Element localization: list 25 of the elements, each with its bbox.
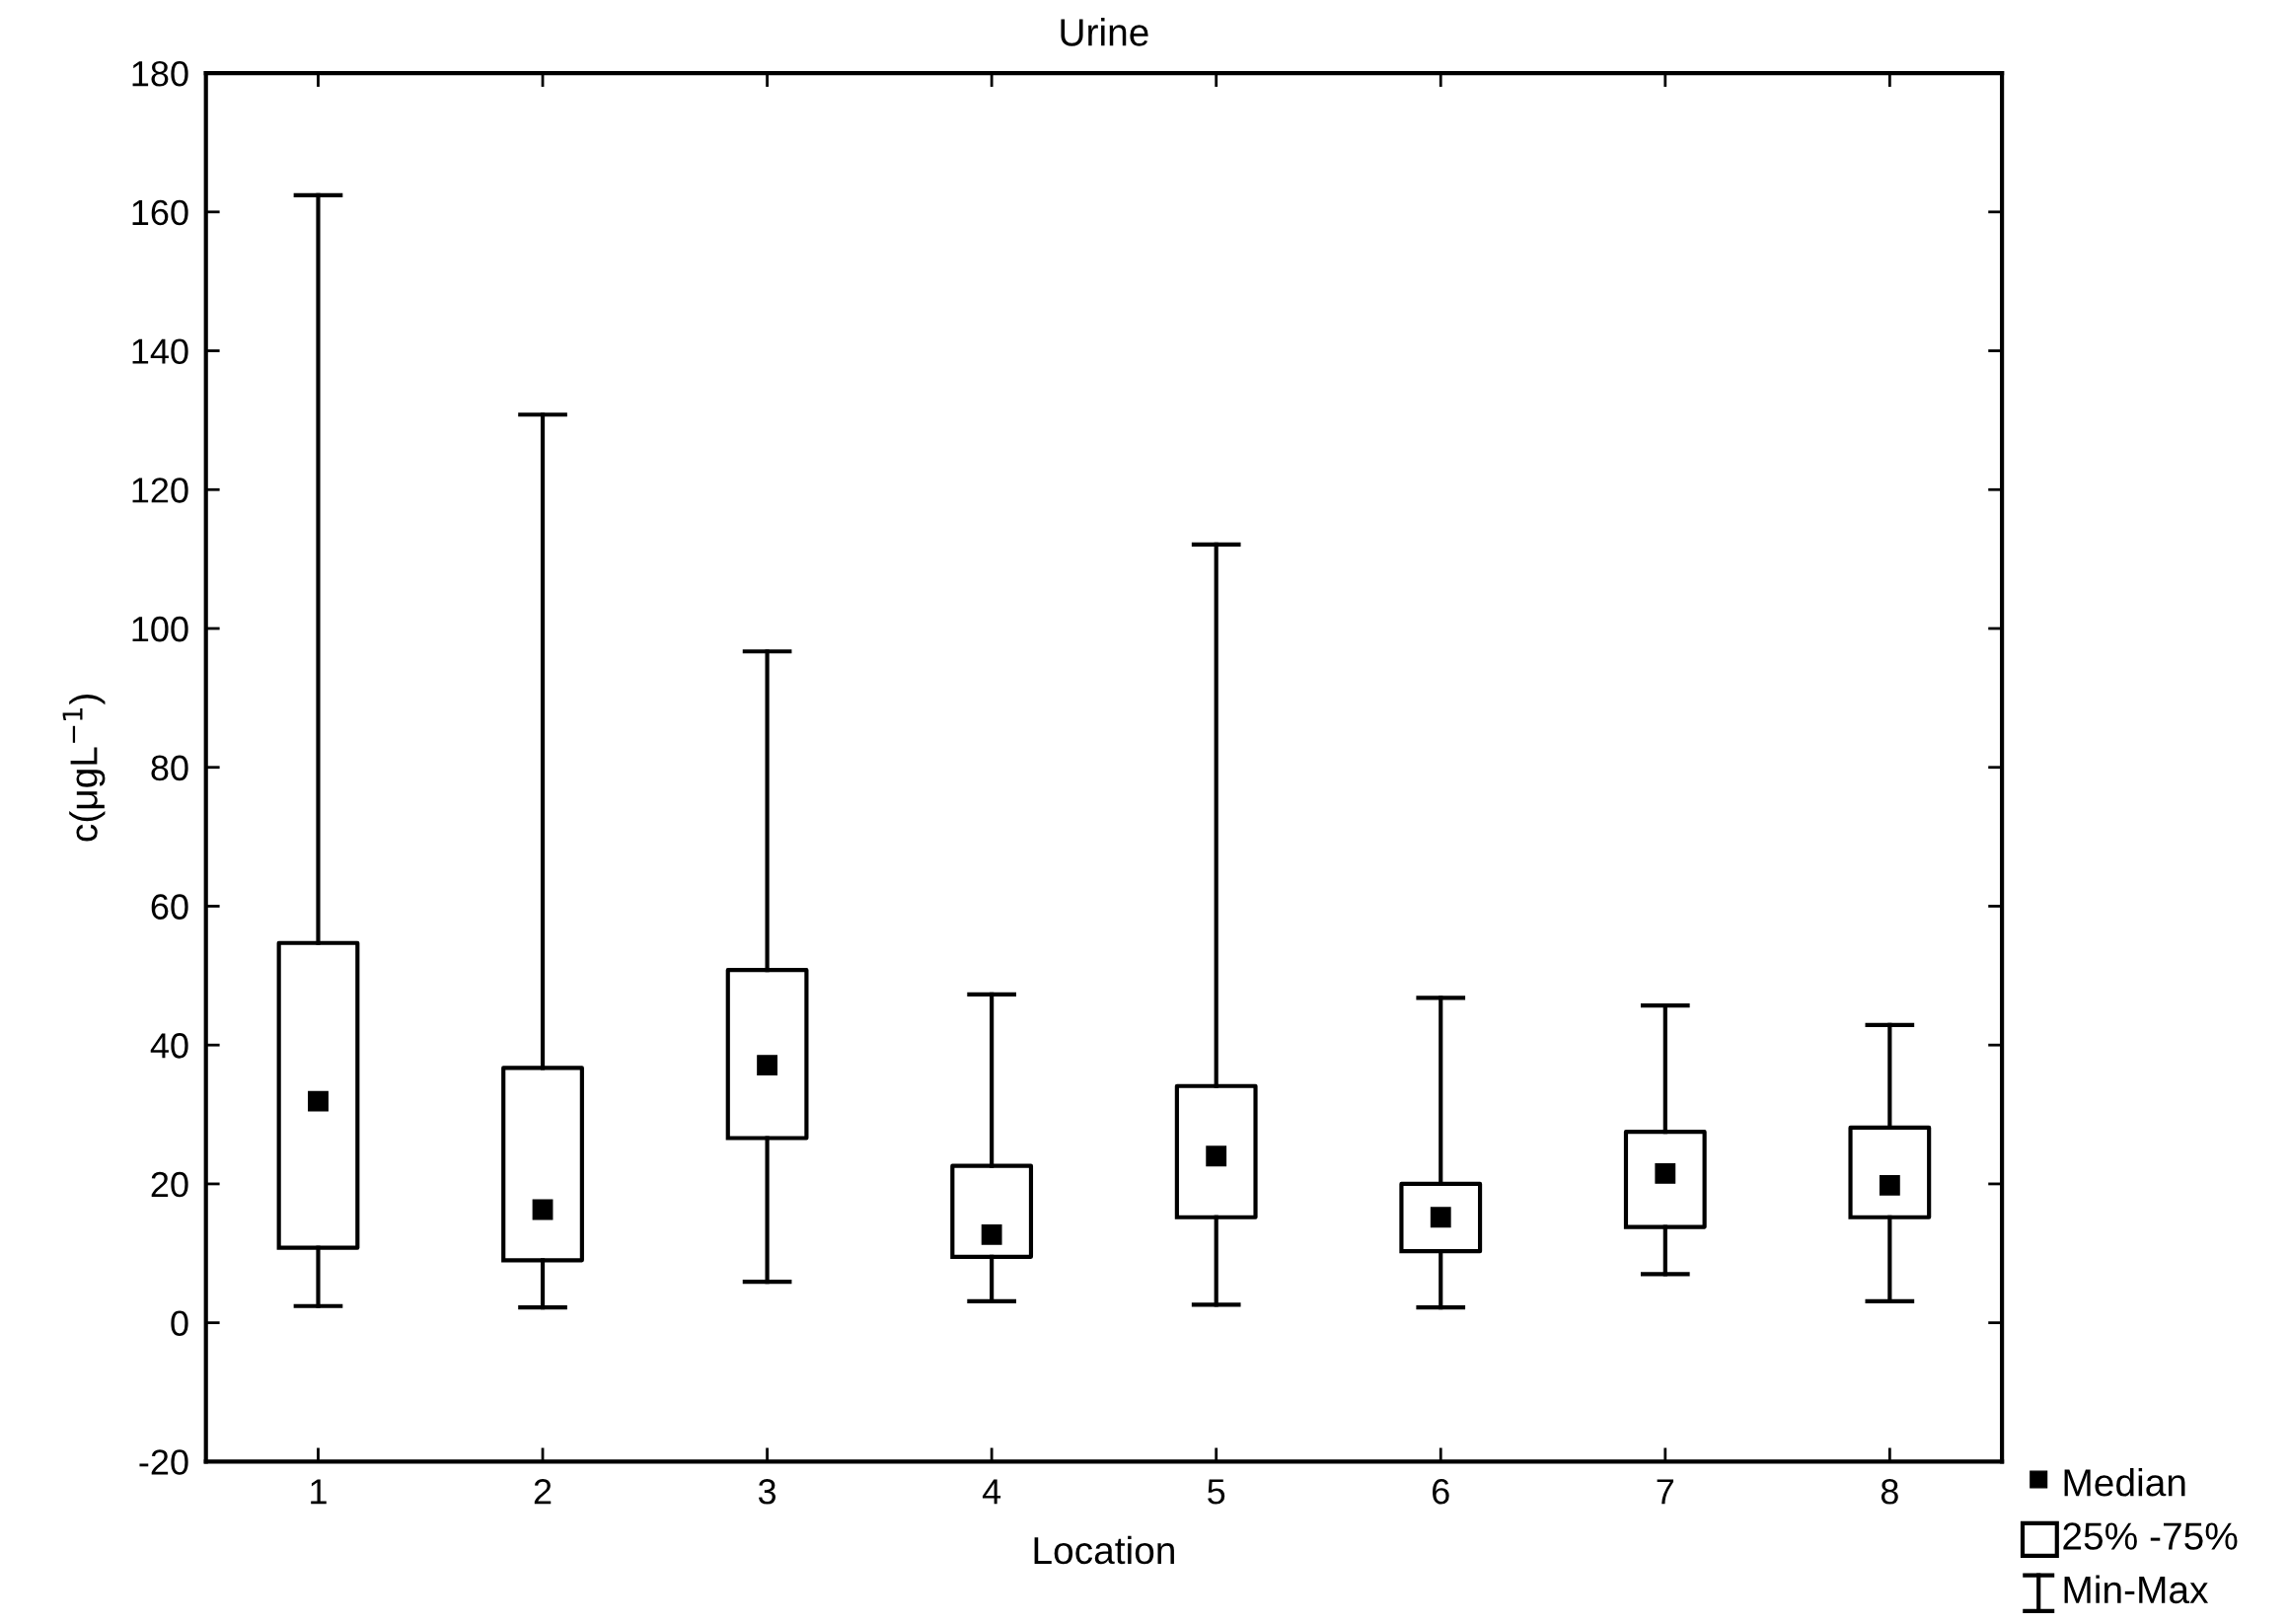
text: 25% -75% bbox=[2063, 1522, 2238, 1550]
x-tick-label: 6 bbox=[1433, 1479, 1449, 1505]
text: Median bbox=[2064, 1467, 2185, 1497]
y-tick-label: -20 bbox=[139, 1449, 188, 1475]
y-tick-label: 40 bbox=[150, 1033, 188, 1059]
x-axis-title: Location bbox=[1034, 1535, 1174, 1565]
chart-title: Urine bbox=[1061, 18, 1148, 46]
x-tick-label: 3 bbox=[758, 1479, 776, 1505]
x-tick-label: 7 bbox=[1657, 1479, 1674, 1505]
y-tick-label: 160 bbox=[132, 199, 188, 226]
y-tick-label: 0 bbox=[171, 1310, 188, 1337]
y-tick-label: 100 bbox=[132, 616, 188, 642]
x-tick-label: 2 bbox=[534, 1479, 552, 1505]
x-tick-label: 4 bbox=[982, 1479, 1001, 1505]
y-axis-title: c(μgL$^{−1}$) bbox=[62, 694, 106, 842]
text: Min-Max bbox=[2064, 1575, 2209, 1604]
y-tick-label: 20 bbox=[151, 1171, 188, 1198]
y-tick-label: 180 bbox=[132, 60, 188, 87]
x-tick-label: 1 bbox=[311, 1479, 327, 1505]
x-tick-label: 5 bbox=[1208, 1479, 1225, 1505]
y-tick-label: 120 bbox=[132, 478, 188, 503]
y-tick-label: 140 bbox=[132, 338, 188, 364]
y-tick-label: 80 bbox=[151, 755, 188, 781]
x-tick-label: 8 bbox=[1881, 1479, 1898, 1505]
y-tick-label: 60 bbox=[151, 894, 188, 920]
